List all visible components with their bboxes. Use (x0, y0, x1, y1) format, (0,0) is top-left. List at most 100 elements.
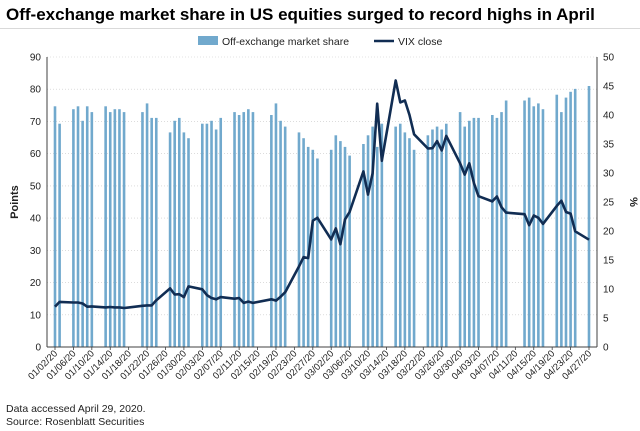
bar (477, 117, 480, 348)
y-left-tick-label: 80 (30, 85, 42, 96)
chart-area: Off-exchange market share VIX close Poin… (9, 36, 639, 382)
bar (348, 155, 351, 347)
bar (412, 149, 416, 347)
y-left-tick-label: 70 (30, 117, 42, 128)
bar (85, 106, 89, 347)
bar (118, 109, 121, 347)
y-left-tick-label: 40 (30, 214, 42, 225)
bar (560, 112, 563, 347)
bar (523, 100, 526, 347)
y-right-tick-label: 30 (603, 169, 615, 180)
bar (362, 144, 365, 347)
bar (564, 97, 568, 347)
bar (270, 115, 273, 347)
legend-bar-label: Off-exchange market share (222, 36, 349, 48)
bar (408, 138, 411, 347)
y-right-tick-label: 10 (603, 285, 615, 296)
bar (233, 112, 236, 347)
data-accessed-note: Data accessed April 29, 2020. (6, 403, 146, 415)
bar (366, 135, 370, 347)
bar (251, 112, 255, 347)
bar (380, 123, 384, 347)
y-right-tick-label: 45 (603, 82, 615, 93)
vix-line (54, 79, 590, 310)
bar (205, 123, 209, 347)
bar (537, 103, 540, 348)
y-left-tick-label: 60 (30, 149, 42, 160)
bar (569, 91, 572, 347)
bar (214, 129, 218, 347)
x-axis-ticks: 01/02/2001/06/2001/10/2001/14/2001/18/20… (26, 347, 594, 382)
bar (53, 106, 57, 347)
bar-series (53, 86, 591, 348)
bar (154, 117, 158, 348)
bar (532, 106, 536, 347)
bar (491, 115, 494, 347)
chart-title: Off-exchange market share in US equities… (6, 5, 595, 24)
bar (122, 112, 126, 347)
y-axis-right-ticks: 0 5 10 15 20 25 30 35 40 45 50 (603, 53, 615, 354)
y-right-tick-label: 20 (603, 227, 615, 238)
bar (81, 120, 84, 347)
bar (104, 106, 107, 347)
bar (371, 126, 374, 347)
gridlines (47, 56, 597, 348)
bar (440, 129, 443, 347)
y-right-tick-label: 50 (603, 53, 615, 64)
y-left-tick-label: 50 (30, 181, 42, 192)
bar (435, 126, 439, 347)
bar (141, 112, 144, 347)
bar (329, 149, 333, 347)
y-axis-left-label: Points (9, 185, 21, 219)
bar (541, 109, 545, 347)
bar (504, 100, 508, 347)
bar (145, 103, 149, 348)
y-right-tick-label: 15 (603, 256, 615, 267)
legend-line-label: VIX close (398, 36, 443, 48)
bar (375, 146, 379, 347)
bar (72, 109, 75, 347)
bar (242, 112, 246, 347)
bar (182, 132, 186, 347)
y-left-tick-label: 90 (30, 53, 42, 64)
bar (76, 106, 80, 347)
bar (297, 132, 301, 347)
source-note: Source: Rosenblatt Securities (6, 416, 145, 428)
bar (283, 126, 287, 347)
bar (426, 135, 430, 347)
y-axis-right-label: % (627, 197, 639, 207)
bar (555, 94, 559, 347)
bar (237, 115, 241, 347)
y-left-tick-label: 10 (30, 310, 42, 321)
bar (58, 123, 61, 347)
bar (431, 129, 434, 347)
bar (468, 120, 471, 347)
bar (302, 138, 305, 347)
bar (573, 88, 577, 348)
bar (311, 149, 315, 347)
y-right-tick-label: 25 (603, 198, 615, 209)
bar (458, 112, 462, 347)
bar (463, 126, 467, 347)
bar (394, 126, 397, 347)
y-left-tick-label: 30 (30, 246, 42, 257)
bar (90, 112, 94, 347)
bar (334, 135, 338, 347)
bar (306, 146, 310, 347)
bar (201, 123, 204, 347)
bar (500, 112, 503, 347)
y-left-tick-label: 0 (35, 343, 41, 354)
bar (274, 103, 278, 348)
y-right-tick-label: 40 (603, 111, 615, 122)
bar (173, 120, 176, 347)
y-right-tick-label: 5 (603, 314, 609, 325)
bar (177, 117, 181, 348)
bar (316, 158, 319, 347)
y-left-tick-label: 20 (30, 278, 42, 289)
bar (187, 138, 190, 347)
axes (46, 57, 598, 348)
legend: Off-exchange market share VIX close (198, 36, 443, 48)
bar (247, 109, 250, 347)
bar (219, 117, 223, 348)
bar (444, 123, 448, 347)
